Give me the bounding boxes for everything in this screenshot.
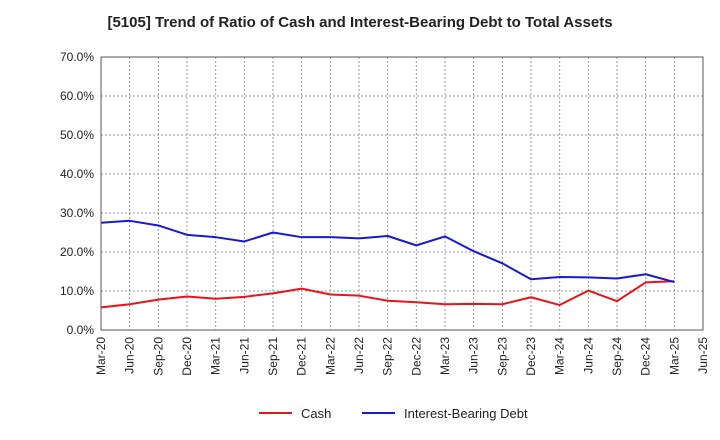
plot-background [101, 57, 703, 330]
plot-area [101, 57, 703, 330]
y-tick-label: 10.0% [60, 284, 94, 298]
x-tick-label: Sep-20 [151, 337, 165, 376]
x-tick-label: Sep-21 [266, 337, 280, 376]
series-layer [100, 219, 675, 309]
x-tick-label: Jun-23 [467, 337, 481, 374]
x-tick-label: Mar-25 [667, 337, 681, 375]
x-tick-label: Dec-22 [409, 337, 423, 376]
axes: 0.0% 10.0% 20.0% 30.0% 40.0% 50.0% 60.0% 70.0% M… [60, 50, 710, 376]
x-tick-label: Dec-24 [639, 337, 653, 376]
x-tick-label: Dec-21 [295, 337, 309, 376]
plot-border [100, 56, 704, 331]
y-tick-label: 30.0% [60, 206, 94, 220]
series-line-interest-bearing-debt [100, 219, 675, 283]
legend-label: Cash [301, 406, 331, 421]
x-tick-label: Dec-20 [180, 337, 194, 376]
series-line-cash [100, 280, 675, 309]
x-tick-label: Dec-23 [524, 337, 538, 376]
x-tick-label: Jun-21 [237, 337, 251, 374]
y-tick-label: 0.0% [67, 323, 95, 337]
x-tick-label: Mar-23 [438, 337, 452, 375]
x-tick-label: Mar-21 [209, 337, 223, 375]
y-tick-label: 70.0% [60, 50, 94, 64]
y-tick-label: 40.0% [60, 167, 94, 181]
gridlines [100, 56, 704, 331]
chart-title: [5105] Trend of Ratio of Cash and Intere… [107, 14, 613, 31]
x-tick-label: Mar-22 [323, 337, 337, 375]
x-tick-label: Jun-20 [123, 337, 137, 374]
x-tick-label: Sep-24 [610, 337, 624, 376]
x-tick-label: Sep-22 [381, 337, 395, 376]
x-tick-label: Jun-24 [581, 337, 595, 374]
y-tick-label: 60.0% [60, 89, 94, 103]
y-tick-label: 50.0% [60, 128, 94, 142]
x-tick-label: Jun-22 [352, 337, 366, 374]
x-tick-label: Mar-20 [94, 337, 108, 375]
x-tick-label: Jun-25 [696, 337, 710, 374]
x-tick-label: Mar-24 [553, 337, 567, 375]
legend: Cash Interest-Bearing Debt [259, 406, 528, 421]
legend-label: Interest-Bearing Debt [404, 406, 528, 421]
y-tick-label: 20.0% [60, 245, 94, 259]
x-tick-label: Sep-23 [495, 337, 509, 376]
